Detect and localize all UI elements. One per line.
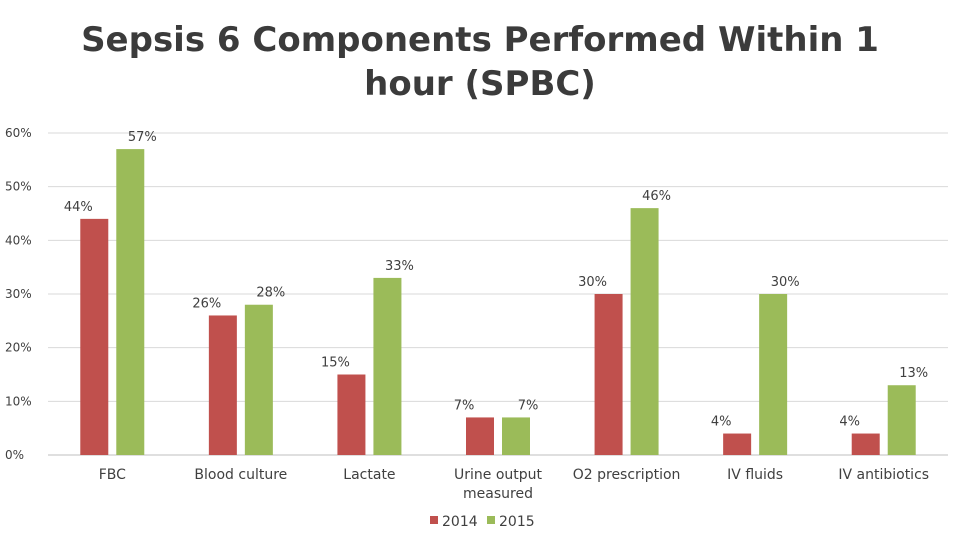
bar-2015 bbox=[373, 277, 402, 455]
chart-title-line-1: Sepsis 6 Components Performed Within 1 bbox=[81, 20, 879, 60]
chart-title-line-2: hour (SPBC) bbox=[364, 64, 596, 104]
data-label-2015: 57% bbox=[128, 130, 157, 145]
x-tick-label: FBC bbox=[99, 467, 126, 483]
legend-label-2015: 2015 bbox=[499, 514, 535, 530]
legend-swatch-2015 bbox=[487, 516, 495, 524]
y-tick-label: 50% bbox=[5, 180, 32, 194]
bar-2014 bbox=[80, 218, 109, 455]
y-tick-label: 20% bbox=[5, 341, 32, 355]
x-tick-label: IV fluids bbox=[727, 467, 783, 483]
data-label-2015: 30% bbox=[771, 275, 800, 290]
bar-2015 bbox=[630, 208, 659, 455]
data-label-2014: 4% bbox=[711, 415, 732, 430]
y-tick-label: 10% bbox=[5, 394, 32, 408]
bar-2015 bbox=[887, 385, 916, 455]
x-tick-label: Blood culture bbox=[194, 467, 287, 483]
y-axis: 0% 10% 20% 30% 40% 50% 60% bbox=[5, 126, 32, 462]
x-axis: FBC Blood culture Lactate Urine output measu… bbox=[99, 467, 929, 502]
x-tick-label: IV antibiotics bbox=[838, 467, 929, 483]
bars bbox=[80, 149, 916, 455]
data-label-2014: 44% bbox=[64, 200, 93, 215]
x-tick-label: Urine output bbox=[454, 467, 543, 483]
data-label-2015: 46% bbox=[642, 189, 671, 204]
bar-2015 bbox=[502, 417, 530, 455]
x-tick-label: O2 prescription bbox=[573, 467, 681, 483]
bar-2015 bbox=[759, 294, 788, 455]
data-label-2015: 28% bbox=[256, 286, 285, 301]
data-labels: 44% 57% 26% 28% 15% 33% 7% 7% 30% 46% 4% 30% 4% 13% bbox=[64, 130, 928, 429]
bar-2014 bbox=[337, 374, 366, 455]
y-tick-label: 0% bbox=[5, 448, 24, 462]
data-label-2015: 33% bbox=[385, 259, 414, 274]
bar-2014 bbox=[594, 294, 623, 455]
legend: 2014 2015 bbox=[430, 514, 535, 530]
gridlines bbox=[48, 132, 948, 456]
y-tick-label: 30% bbox=[5, 287, 32, 301]
bar-2015 bbox=[244, 304, 273, 455]
y-tick-label: 60% bbox=[5, 126, 32, 140]
data-label-2014: 30% bbox=[578, 275, 607, 290]
data-label-2014: 7% bbox=[454, 398, 475, 413]
data-label-2014: 15% bbox=[321, 356, 350, 371]
legend-label-2014: 2014 bbox=[442, 514, 478, 530]
bar-2014 bbox=[723, 433, 752, 455]
x-tick-label: measured bbox=[463, 486, 533, 502]
bar-2014 bbox=[851, 433, 880, 455]
data-label-2015: 13% bbox=[899, 366, 928, 381]
data-label-2015: 7% bbox=[518, 398, 539, 413]
bar-2014 bbox=[208, 315, 237, 455]
data-label-2014: 26% bbox=[192, 296, 221, 311]
data-label-2014: 4% bbox=[839, 415, 860, 430]
legend-swatch-2014 bbox=[430, 516, 438, 524]
y-tick-label: 40% bbox=[5, 233, 32, 247]
x-tick-label: Lactate bbox=[343, 467, 395, 483]
bar-2014 bbox=[466, 417, 494, 455]
chart-title: Sepsis 6 Components Performed Within 1 h… bbox=[0, 18, 960, 106]
bar-2015 bbox=[116, 149, 145, 455]
